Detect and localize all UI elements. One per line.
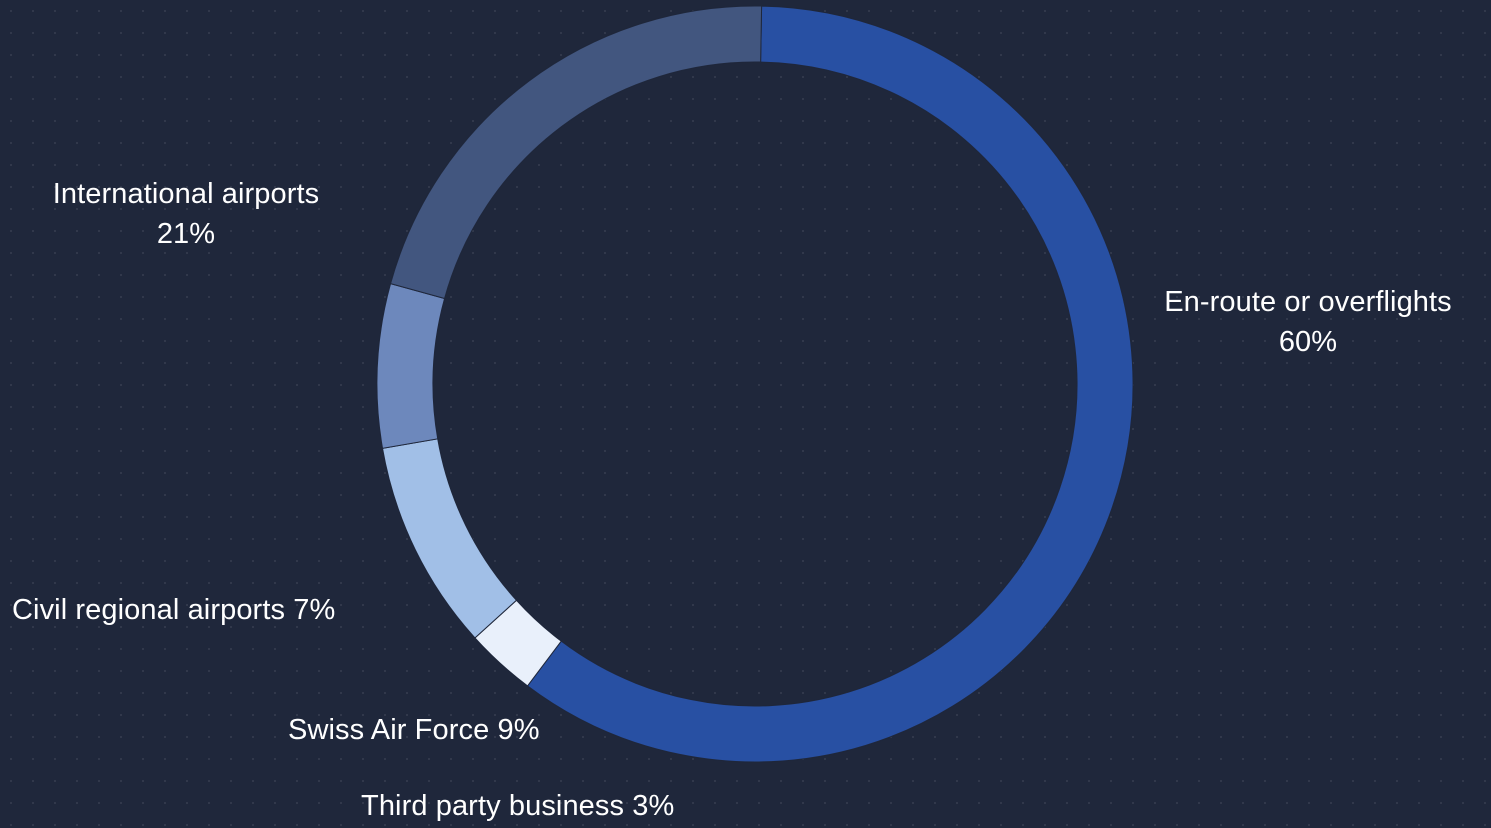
label-international-airports-name: International airports: [52, 178, 320, 210]
label-third-party-business: Third party business 3%: [361, 786, 674, 826]
label-international-airports: International airports 21%: [16, 174, 356, 254]
label-third-party-business-name: Third party business: [361, 790, 625, 822]
label-swiss-air-force: Swiss Air Force 9%: [288, 710, 540, 750]
label-en-route-value: 60%: [1278, 326, 1338, 358]
slice-en-route-or-overflights: [526, 5, 1134, 763]
label-en-route-name: En-route or overflights: [1164, 286, 1452, 318]
slice-international-airports: [389, 5, 763, 300]
label-third-party-business-value: 3%: [632, 790, 675, 822]
label-civil-regional-airports: Civil regional airports 7%: [12, 590, 335, 630]
slice-swiss-air-force: [381, 438, 518, 639]
label-en-route: En-route or overflights 60%: [1138, 282, 1478, 362]
label-swiss-air-force-name: Swiss Air Force: [288, 714, 490, 746]
label-civil-regional-airports-name: Civil regional airports: [12, 594, 286, 626]
label-swiss-air-force-value: 9%: [497, 714, 540, 746]
donut-slices: [376, 5, 1134, 763]
label-international-airports-value: 21%: [156, 218, 216, 250]
label-civil-regional-airports-value: 7%: [293, 594, 336, 626]
slice-civil-regional-airports: [376, 283, 446, 449]
